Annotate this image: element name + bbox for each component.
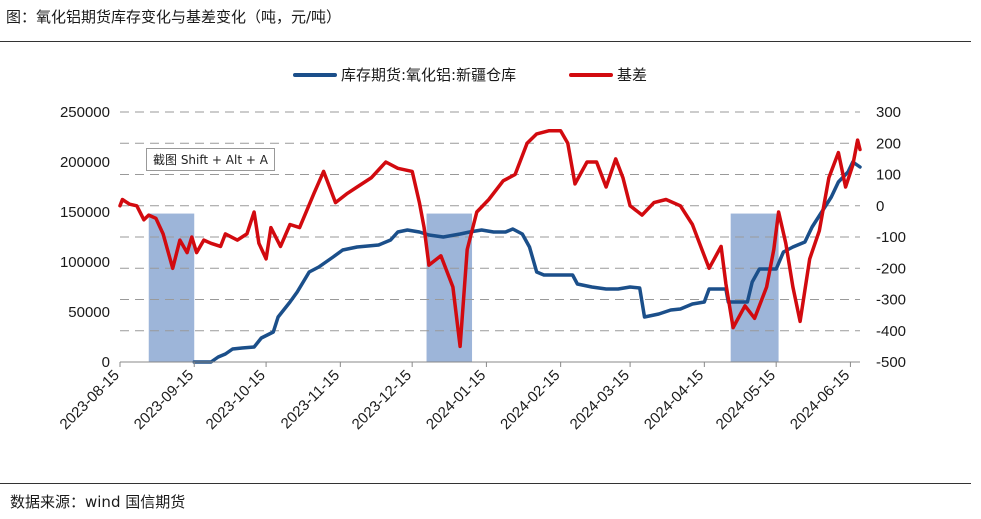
y-left-tick-label: 0 [102,354,110,371]
series-lines [118,129,862,364]
top-divider [0,41,971,42]
chart-title: 图：氧化铝期货库存变化与基差变化（吨，元/吨） [6,8,342,26]
y-left-tick-label: 250000 [60,104,110,121]
x-tick-label: 2023-08-15 [57,367,123,433]
chart-plot: 0 50000 100000 150000 200000 250000 -500 -400 -3… [57,66,906,433]
x-tick-label: 2024-01-15 [423,367,489,433]
y-right-tick-label: 0 [876,198,884,215]
x-tick-label: 2024-05-15 [713,367,779,433]
x-tick-label: 2023-12-15 [349,367,415,433]
legend-label-2: 基差 [617,66,647,84]
legend: 库存期货:氧化铝:新疆仓库 基差 [293,66,647,84]
y-left-tick-label: 150000 [60,204,110,221]
y-left-tick-label: 200000 [60,154,110,171]
y-right-tick-label: -200 [876,260,906,277]
inventory-series-line [192,160,862,364]
bottom-divider [0,483,971,484]
x-tick-label: 2024-02-15 [497,367,563,433]
shaded-period-1 [148,213,195,362]
x-tick-label: 2024-06-15 [787,367,853,433]
y-left-tick-label: 100000 [60,254,110,271]
y-left-tick-label: 50000 [68,304,110,321]
y-right-tick-label: 100 [876,167,901,184]
y-right-tick-label: 300 [876,104,901,121]
y-right-tick-label: -100 [876,229,906,246]
x-tick-label: 2023-09-15 [131,367,197,433]
x-tick-label: 2024-03-15 [567,367,633,433]
x-tick-label: 2024-04-15 [641,367,707,433]
y-right-tick-label: -500 [876,354,906,371]
shaded-period-3 [730,213,779,362]
legend-label-1: 库存期货:氧化铝:新疆仓库 [341,66,516,84]
source-note: 数据来源：wind 国信期货 [10,493,186,511]
screenshot-tooltip: 截图 Shift + Alt + A [146,148,275,171]
y-right-tick-label: 200 [876,135,901,152]
basis-series-line [118,129,862,349]
x-tick-label: 2023-11-15 [278,367,343,432]
x-tick-label: 2023-10-15 [203,367,269,433]
y-right-tick-label: -300 [876,292,906,309]
y-right-tick-label: -400 [876,323,906,340]
